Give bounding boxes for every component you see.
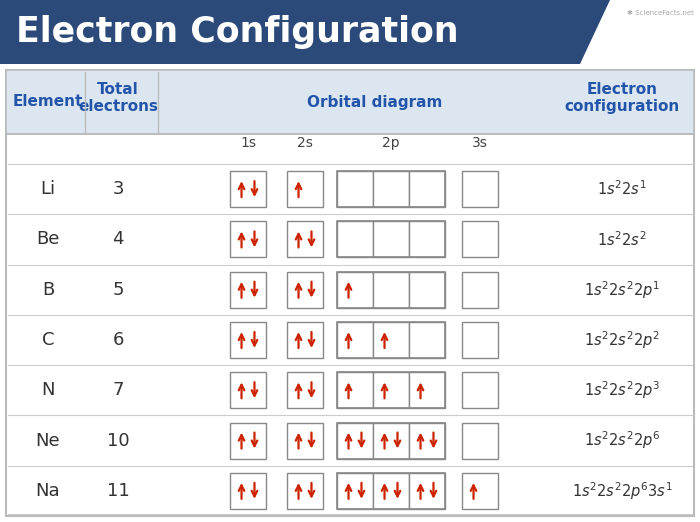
Bar — [409, 423, 445, 458]
Bar — [287, 221, 323, 257]
Bar — [337, 171, 445, 207]
Bar — [287, 171, 323, 207]
Text: Ne: Ne — [36, 432, 60, 449]
Bar — [373, 272, 409, 307]
Text: Na: Na — [36, 482, 60, 500]
Bar — [287, 322, 323, 358]
Bar — [462, 423, 498, 458]
Text: 11: 11 — [106, 482, 130, 500]
Bar — [409, 221, 445, 257]
Bar — [287, 423, 323, 458]
Bar — [373, 171, 409, 207]
Polygon shape — [0, 0, 610, 64]
Bar — [337, 221, 373, 257]
Bar — [462, 171, 498, 207]
Bar — [337, 372, 445, 408]
Text: 2s: 2s — [297, 136, 313, 150]
Text: Be: Be — [36, 230, 60, 248]
Text: 2p: 2p — [382, 136, 400, 150]
Text: $1s^22s^22p^63s^1$: $1s^22s^22p^63s^1$ — [572, 480, 672, 502]
Bar — [230, 221, 266, 257]
Bar — [462, 372, 498, 408]
Bar — [373, 221, 409, 257]
Bar — [409, 322, 445, 358]
Text: $1s^22s^2$: $1s^22s^2$ — [597, 230, 647, 249]
Bar — [230, 423, 266, 458]
Text: N: N — [41, 381, 55, 399]
Text: $1s^22s^22p^1$: $1s^22s^22p^1$ — [584, 279, 660, 301]
Bar — [287, 372, 323, 408]
Bar — [230, 473, 266, 509]
Bar — [6, 70, 694, 516]
Bar — [373, 372, 409, 408]
Text: 6: 6 — [112, 331, 124, 349]
Bar — [337, 171, 373, 207]
Text: C: C — [42, 331, 55, 349]
Text: B: B — [42, 281, 54, 299]
Bar — [337, 473, 445, 509]
Bar — [337, 423, 445, 458]
Text: $1s^22s^1$: $1s^22s^1$ — [597, 180, 647, 198]
Bar — [409, 372, 445, 408]
Text: 3s: 3s — [472, 136, 488, 150]
Bar — [337, 473, 373, 509]
Bar — [462, 221, 498, 257]
Bar — [373, 423, 409, 458]
Bar — [337, 272, 373, 307]
Bar — [287, 272, 323, 307]
Bar — [287, 473, 323, 509]
Bar — [337, 372, 373, 408]
Text: ✱ ScienceFacts.net: ✱ ScienceFacts.net — [627, 10, 694, 16]
Bar — [6, 70, 694, 134]
Text: Orbital diagram: Orbital diagram — [307, 94, 442, 110]
Text: $1s^22s^22p^6$: $1s^22s^22p^6$ — [584, 430, 660, 452]
Bar — [337, 423, 373, 458]
Text: Element: Element — [13, 94, 83, 110]
Text: $1s^22s^22p^3$: $1s^22s^22p^3$ — [584, 379, 660, 401]
Bar — [409, 272, 445, 307]
Text: Electron Configuration: Electron Configuration — [16, 15, 458, 49]
Text: 10: 10 — [106, 432, 130, 449]
Bar — [409, 473, 445, 509]
Bar — [409, 171, 445, 207]
Bar — [337, 221, 445, 257]
Text: Total
electrons: Total electrons — [78, 82, 158, 114]
Text: 5: 5 — [112, 281, 124, 299]
Bar — [230, 272, 266, 307]
Bar — [462, 473, 498, 509]
Bar — [337, 272, 445, 307]
Bar — [337, 322, 373, 358]
Text: 3: 3 — [112, 180, 124, 198]
Text: Li: Li — [41, 180, 55, 198]
Text: 7: 7 — [112, 381, 124, 399]
Text: Electron
configuration: Electron configuration — [564, 82, 680, 114]
Bar — [337, 322, 445, 358]
Text: 1s: 1s — [240, 136, 256, 150]
Text: 4: 4 — [112, 230, 124, 248]
Bar — [230, 171, 266, 207]
Bar — [462, 322, 498, 358]
Bar — [230, 322, 266, 358]
Bar — [373, 473, 409, 509]
Bar — [373, 322, 409, 358]
Bar — [230, 372, 266, 408]
Bar — [462, 272, 498, 307]
Text: $1s^22s^22p^2$: $1s^22s^22p^2$ — [584, 329, 660, 351]
